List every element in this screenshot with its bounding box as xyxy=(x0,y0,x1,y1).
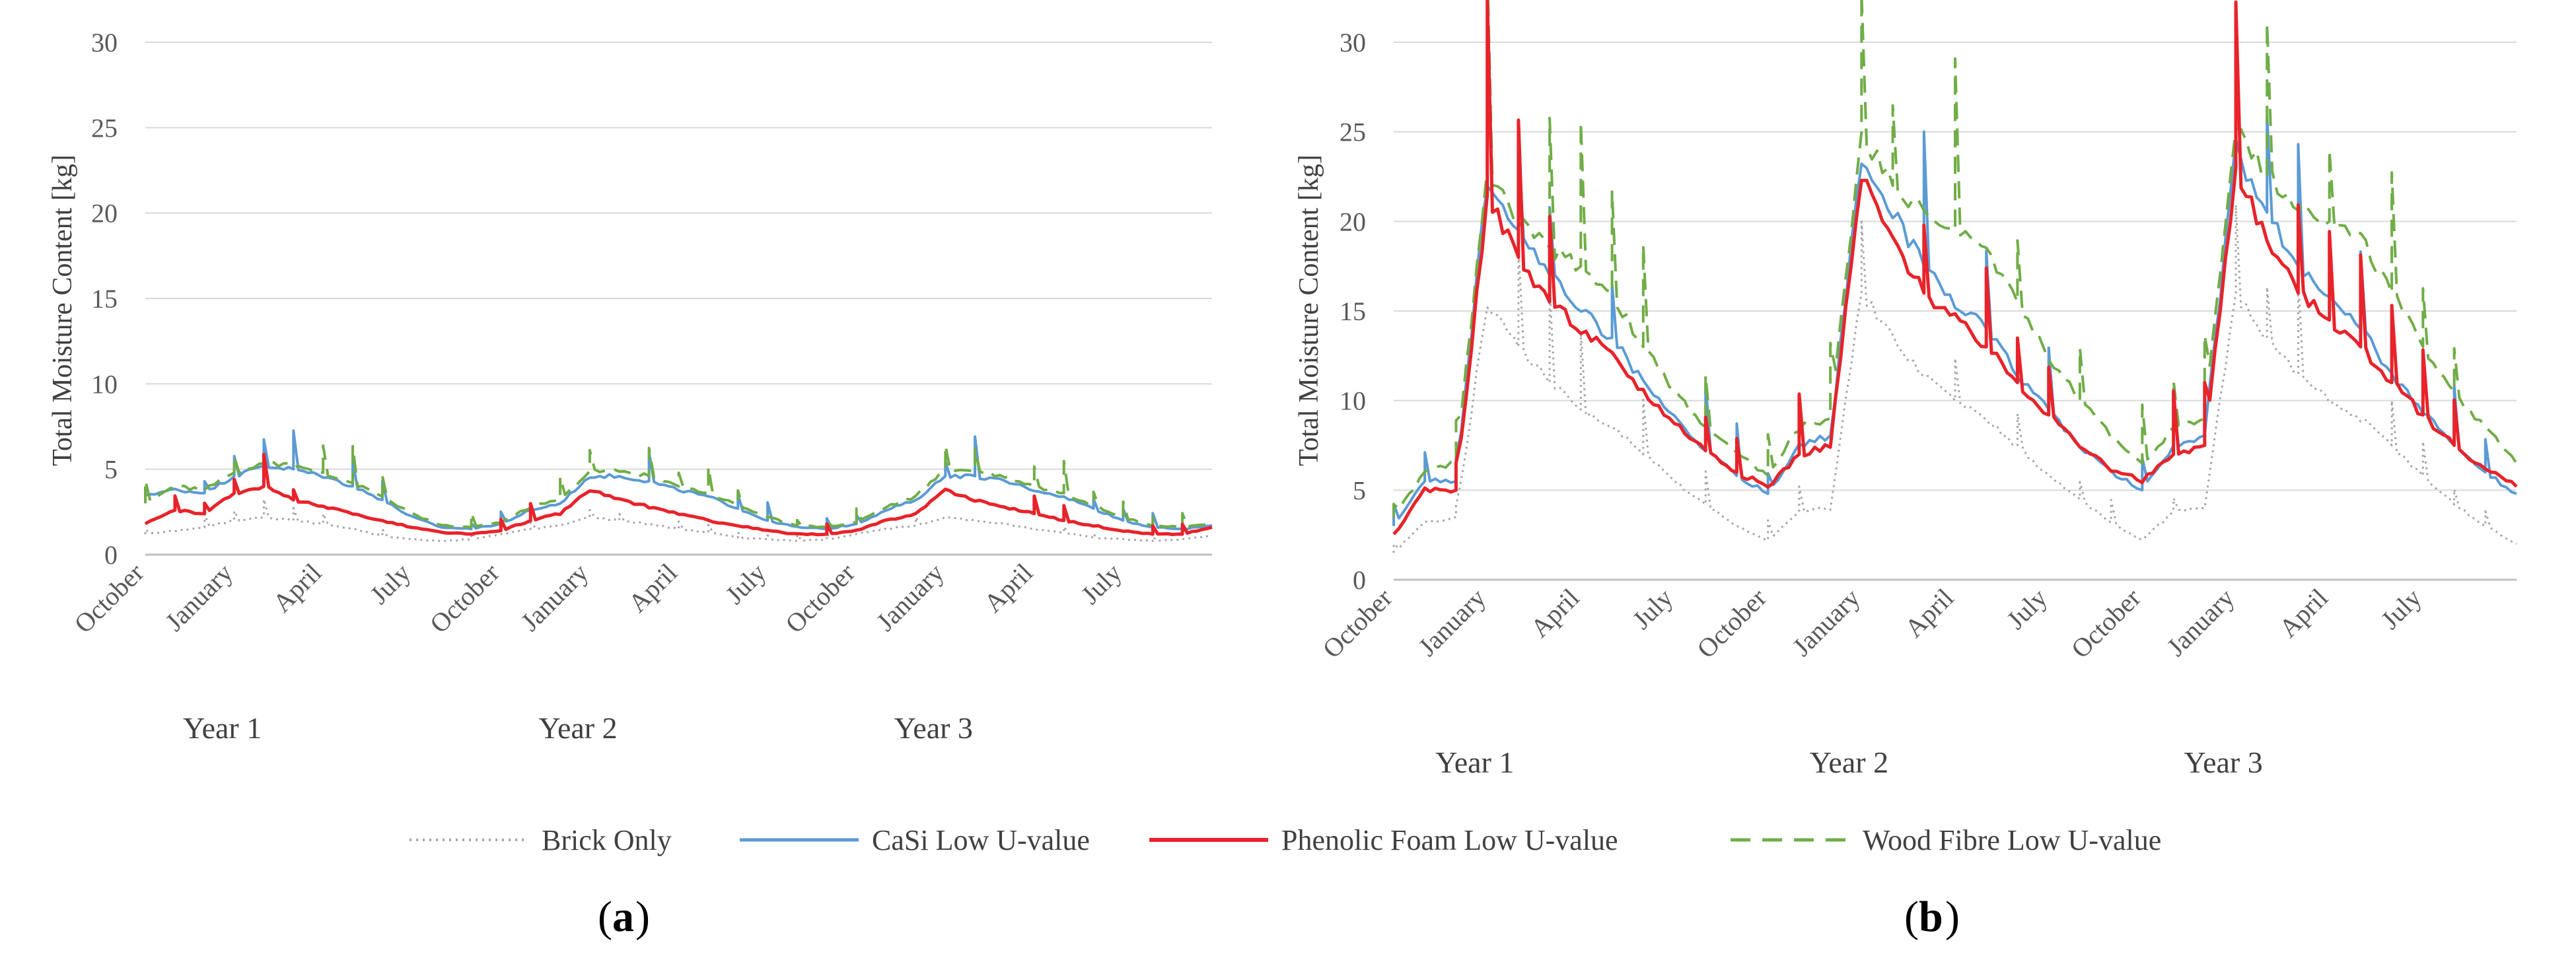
x-tick-label: January xyxy=(1412,583,1491,662)
y-tick-label: 10 xyxy=(91,369,118,399)
legend: Brick Only CaSi Low U-value Phenolic Foa… xyxy=(410,824,2161,856)
legend-label-brick-only: Brick Only xyxy=(542,824,672,856)
x-tick-label: January xyxy=(2161,583,2240,662)
year-label: Year 3 xyxy=(894,711,973,745)
panel-b-series xyxy=(1392,0,2518,553)
x-tick-label: July xyxy=(1626,583,1678,635)
panel-b-grid xyxy=(1394,42,2517,581)
panel-b: 0 5 10 15 20 25 30 Total Moisture Content [kg]… xyxy=(1294,0,2518,779)
x-tick-label: April xyxy=(622,558,683,619)
legend-label-casi: CaSi Low U-value xyxy=(872,824,1090,856)
series-line-brick-only xyxy=(144,498,1213,543)
svg-text:(: ( xyxy=(1904,893,1919,941)
x-tick-label: July xyxy=(364,558,416,610)
svg-text:): ) xyxy=(635,893,650,941)
legend-item-wood-fibre: Wood Fibre Low U-value xyxy=(1731,824,2161,856)
x-tick-label: July xyxy=(1075,558,1127,610)
y-tick-label: 20 xyxy=(91,199,118,228)
y-tick-label: 0 xyxy=(104,540,118,570)
y-tick-label: 5 xyxy=(1353,475,1366,505)
x-tick-label: January xyxy=(515,558,594,637)
panel-b-y-axis-label: Total Moisture Content [kg] xyxy=(1294,155,1324,466)
x-tick-label: October xyxy=(779,558,861,639)
svg-text:(: ( xyxy=(598,893,612,941)
year-label: Year 1 xyxy=(1435,745,1514,779)
y-tick-label: 20 xyxy=(1340,207,1366,236)
x-tick-label: January xyxy=(159,558,238,637)
svg-text:): ) xyxy=(1945,893,1960,941)
panel-a-y-ticks: 0 5 10 15 20 25 30 xyxy=(91,28,118,570)
legend-item-casi: CaSi Low U-value xyxy=(740,824,1090,856)
x-tick-label: April xyxy=(2273,583,2334,644)
legend-label-phenolic-foam: Phenolic Foam Low U-value xyxy=(1281,824,1618,856)
series-line-brick-only xyxy=(1392,203,2517,553)
caption-b: ( b ) xyxy=(1904,893,1960,941)
series-line-casi-low-u-value xyxy=(145,429,1213,531)
x-tick-label: April xyxy=(1899,583,1960,644)
caption-a: ( a ) xyxy=(598,893,650,941)
series-line-wood-fibre-low-u-value xyxy=(1392,0,2518,517)
year-label: Year 1 xyxy=(183,711,262,745)
series-line-casi-low-u-value xyxy=(1392,113,2517,526)
legend-label-wood-fibre: Wood Fibre Low U-value xyxy=(1863,824,2161,856)
x-tick-label: July xyxy=(2001,583,2053,635)
y-tick-label: 5 xyxy=(104,455,118,485)
series-line-wood-fibre-low-u-value xyxy=(144,444,1213,529)
x-tick-label: January xyxy=(871,558,950,637)
y-tick-label: 0 xyxy=(1353,565,1366,595)
panel-b-year-labels: Year 1 Year 2 Year 3 xyxy=(1435,745,2263,779)
series-line-phenolic-foam-low-u-value xyxy=(1392,0,2518,535)
year-label: Year 2 xyxy=(1810,745,1888,779)
y-tick-label: 15 xyxy=(1340,296,1366,326)
panel-a-x-ticks: October January April July October January Apr… xyxy=(68,558,1127,639)
x-tick-label: July xyxy=(719,558,771,610)
caption-a-letter: a xyxy=(612,893,634,941)
panel-b-y-ticks: 0 5 10 15 20 25 30 xyxy=(1340,28,1366,595)
panel-a: 0 5 10 15 20 25 30 Total Moisture Content [kg]… xyxy=(48,28,1213,745)
series-line-phenolic-foam-low-u-value xyxy=(144,452,1213,537)
x-tick-label: July xyxy=(2375,583,2427,635)
x-tick-label: April xyxy=(978,558,1039,619)
x-tick-label: October xyxy=(424,558,505,639)
panel-a-year-labels: Year 1 Year 2 Year 3 xyxy=(183,711,973,745)
year-label: Year 3 xyxy=(2184,745,2262,779)
panel-a-grid xyxy=(145,42,1212,556)
panel-a-series xyxy=(144,429,1213,543)
y-tick-label: 25 xyxy=(1340,118,1366,147)
year-label: Year 2 xyxy=(538,711,617,745)
y-tick-label: 10 xyxy=(1340,386,1366,416)
panel-b-x-ticks: October January April July October January Apr… xyxy=(1316,583,2427,664)
y-tick-label: 30 xyxy=(1340,28,1366,57)
x-tick-label: October xyxy=(2065,583,2147,664)
y-tick-label: 30 xyxy=(91,28,118,57)
legend-item-phenolic-foam: Phenolic Foam Low U-value xyxy=(1149,824,1618,856)
y-tick-label: 25 xyxy=(91,113,118,143)
x-tick-label: April xyxy=(267,558,328,619)
caption-b-letter: b xyxy=(1919,893,1943,941)
legend-item-brick-only: Brick Only xyxy=(410,824,672,856)
x-tick-label: October xyxy=(1691,583,1772,664)
x-tick-label: April xyxy=(1524,583,1585,644)
y-tick-label: 15 xyxy=(91,284,118,314)
x-tick-label: January xyxy=(1787,583,1866,662)
panel-a-y-axis-label: Total Moisture Content [kg] xyxy=(48,155,78,466)
